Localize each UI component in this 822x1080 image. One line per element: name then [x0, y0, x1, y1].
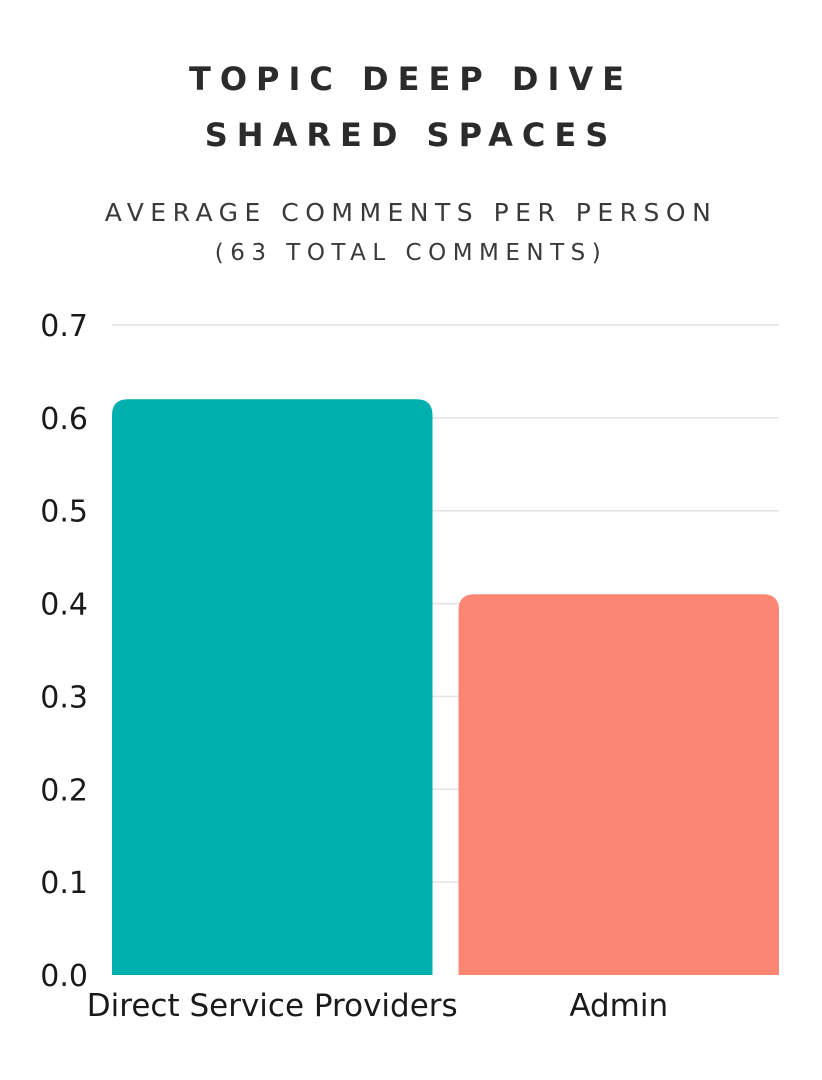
y-tick-label: 0.0	[40, 959, 88, 994]
chart-y-description: AVERAGE COMMENTS PER PERSON	[104, 198, 718, 227]
chart-subtitle: SHARED SPACES	[204, 116, 618, 154]
bar-direct-service-providers	[112, 399, 433, 975]
chart-note: (63 TOTAL COMMENTS)	[214, 240, 608, 266]
y-tick-label: 0.2	[40, 773, 88, 808]
y-tick-label: 0.4	[40, 588, 88, 623]
y-axis-ticks: 0.0 0.1 0.2 0.3 0.4 0.5 0.6 0.7	[40, 309, 88, 994]
y-tick-label: 0.3	[40, 680, 88, 715]
x-category-label: Direct Service Providers	[87, 988, 458, 1024]
y-tick-label: 0.1	[40, 866, 88, 901]
y-tick-label: 0.7	[40, 309, 88, 344]
y-tick-label: 0.6	[40, 402, 88, 437]
y-tick-label: 0.5	[40, 495, 88, 530]
bar-admin	[458, 594, 779, 975]
x-axis-categories: Direct Service Providers Admin	[87, 988, 668, 1024]
x-category-label: Admin	[569, 988, 668, 1024]
bars	[112, 399, 779, 975]
chart-title: TOPIC DEEP DIVE	[189, 60, 633, 98]
